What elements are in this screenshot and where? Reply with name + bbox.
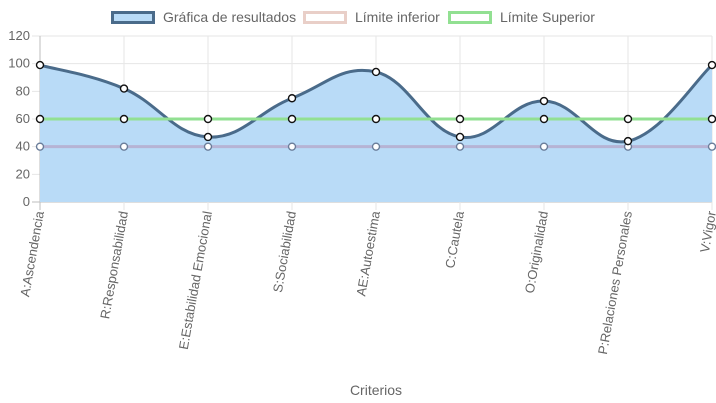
data-point-limite-superior xyxy=(287,114,297,124)
legend-item-limite-superior[interactable]: Límite Superior xyxy=(448,6,595,28)
data-point-resultados xyxy=(287,94,297,103)
data-point-resultados xyxy=(119,84,129,93)
data-point-limite-inferior xyxy=(287,142,297,151)
data-point-limite-inferior xyxy=(455,142,465,151)
x-tick-label: A:Ascendencia xyxy=(17,209,47,298)
y-tick-label: 40 xyxy=(16,139,30,154)
legend-swatch-limite-inferior xyxy=(303,10,347,24)
data-point-resultados xyxy=(623,136,633,146)
y-tick-label: 20 xyxy=(16,166,30,181)
x-tick-label: C:Cautela xyxy=(442,209,467,269)
legend-label-limite-superior: Límite Superior xyxy=(500,9,595,25)
x-tick-label: R:Responsabilidad xyxy=(97,210,131,320)
data-point-limite-superior xyxy=(119,114,129,124)
data-point-limite-superior xyxy=(623,114,633,124)
chart-legend: Gráfica de resultados Límite inferior Lí… xyxy=(0,6,716,28)
y-axis-ticks: 0 20 40 60 80 100 120 xyxy=(8,28,30,209)
data-point-resultados xyxy=(35,60,45,70)
x-axis-ticks: A:Ascendencia R:Responsabilidad E:Estabili… xyxy=(17,209,716,355)
y-tick-label: 80 xyxy=(16,83,30,98)
x-tick-label: E:Estabilidad Emocional xyxy=(176,210,215,351)
data-point-limite-superior xyxy=(35,114,45,124)
legend-item-limite-inferior[interactable]: Límite inferior xyxy=(303,6,440,28)
data-point-limite-superior xyxy=(707,114,716,124)
data-point-limite-superior xyxy=(455,114,465,124)
series-area-resultados xyxy=(40,65,712,202)
data-point-resultados xyxy=(455,132,465,142)
data-point-resultados xyxy=(707,60,716,70)
legend-swatch-limite-superior xyxy=(448,10,492,24)
x-tick-label: S:Sociabilidad xyxy=(270,210,299,294)
y-tick-label: 60 xyxy=(16,111,30,126)
data-point-limite-inferior xyxy=(371,142,381,151)
x-tick-label: O:Originalidad xyxy=(522,210,551,294)
series-layer xyxy=(39,63,714,202)
y-tick-label: 100 xyxy=(8,56,30,71)
data-point-limite-superior xyxy=(371,114,381,124)
data-point-resultados xyxy=(203,132,213,142)
data-point-limite-superior xyxy=(203,114,213,124)
x-tick-label: AE:Autoestima xyxy=(353,209,383,297)
points-layer xyxy=(35,60,716,151)
y-tick-label: 120 xyxy=(8,28,30,43)
data-point-limite-superior xyxy=(539,114,549,124)
data-point-limite-inferior xyxy=(35,142,45,151)
data-point-limite-inferior xyxy=(707,142,716,151)
legend-label-resultados: Gráfica de resultados xyxy=(163,9,297,25)
data-point-limite-inferior xyxy=(119,142,129,151)
x-tick-label: P:Relaciones Personales xyxy=(595,209,635,355)
data-point-limite-inferior xyxy=(203,142,213,151)
series-line-resultados xyxy=(39,63,714,144)
data-point-resultados xyxy=(371,67,381,77)
y-tick-label: 0 xyxy=(23,194,30,209)
data-point-resultados xyxy=(539,96,549,106)
x-axis-title: Criterios xyxy=(350,382,402,398)
legend-item-resultados[interactable]: Gráfica de resultados xyxy=(111,6,296,28)
x-tick-label: V:Vigor xyxy=(697,209,716,254)
data-point-limite-inferior xyxy=(539,142,549,151)
legend-swatch-resultados xyxy=(111,10,155,24)
legend-label-limite-inferior: Límite inferior xyxy=(355,9,440,25)
